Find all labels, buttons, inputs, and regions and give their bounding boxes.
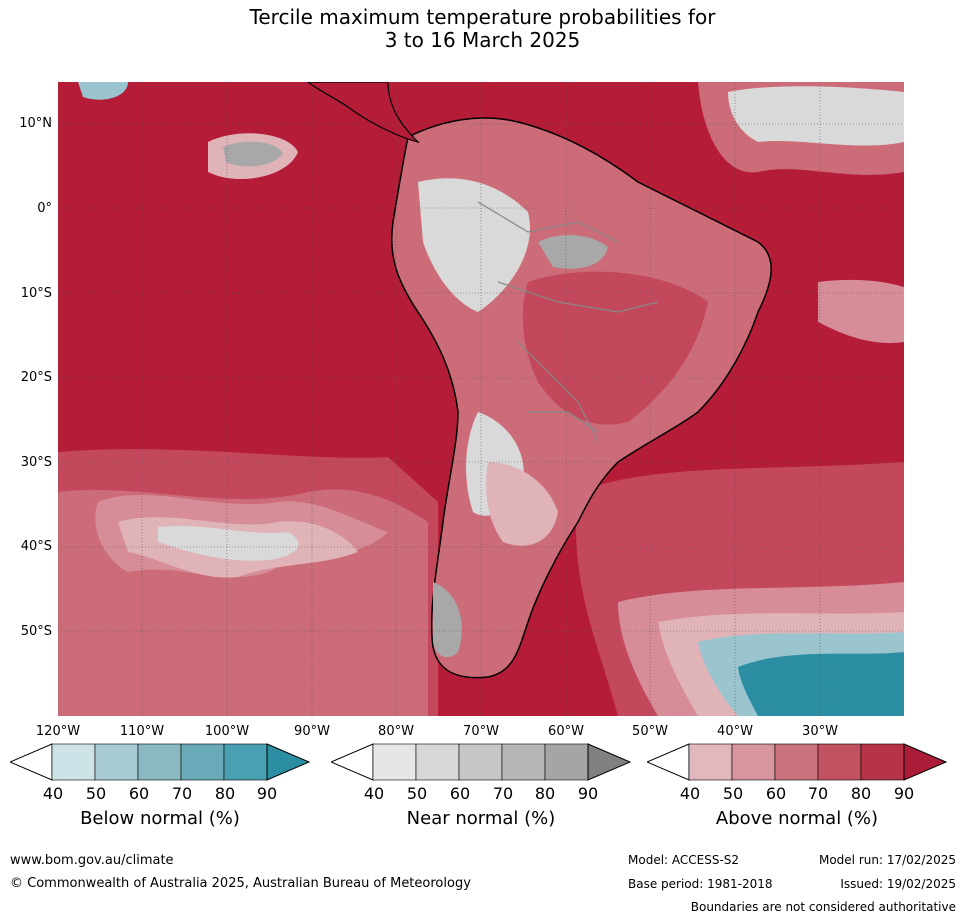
above-swatch bbox=[774, 743, 819, 781]
above-swatch bbox=[860, 743, 905, 781]
above-swatch bbox=[688, 743, 733, 781]
lat-label-10s: 10°S bbox=[20, 286, 52, 301]
lon-label-40w: 40°W bbox=[717, 724, 753, 739]
lon-label-90w: 90°W bbox=[294, 724, 330, 739]
colorbar-near-swatches bbox=[331, 743, 631, 781]
footer-website: www.bom.gov.au/climate bbox=[10, 853, 174, 868]
colorbar-below-swatches bbox=[10, 743, 310, 781]
footer-boundaries: Boundaries are not considered authoritat… bbox=[690, 900, 956, 914]
near-swatch bbox=[372, 743, 417, 781]
near-tick-80: 80 bbox=[534, 784, 556, 803]
below-tick-70: 70 bbox=[171, 784, 193, 803]
lat-label-30s: 30°S bbox=[20, 455, 52, 470]
near-tick-60: 60 bbox=[449, 784, 471, 803]
lon-label-80w: 80°W bbox=[378, 724, 414, 739]
near-swatch bbox=[544, 743, 589, 781]
below-tick-60: 60 bbox=[128, 784, 150, 803]
above-swatch bbox=[731, 743, 776, 781]
near-swatch bbox=[458, 743, 503, 781]
below-tick-50: 50 bbox=[85, 784, 107, 803]
lon-label-30w: 30°W bbox=[802, 724, 838, 739]
footer-base-period: Base period: 1981-2018 bbox=[628, 877, 773, 891]
near-tick-40: 40 bbox=[363, 784, 385, 803]
footer-model: Model: ACCESS-S2 bbox=[628, 853, 740, 867]
near-tick-50: 50 bbox=[406, 784, 428, 803]
colorbar-above-title: Above normal (%) bbox=[715, 808, 879, 829]
colorbar-above-swatches bbox=[647, 743, 947, 781]
above-tick-90: 90 bbox=[893, 784, 915, 803]
map-title-line-2: 3 to 16 March 2025 bbox=[384, 28, 581, 52]
lat-label-50s: 50°S bbox=[20, 624, 52, 639]
colorbar-near-normal bbox=[331, 742, 631, 782]
lon-label-70w: 70°W bbox=[463, 724, 499, 739]
map-title-line-1: Tercile maximum temperature probabilitie… bbox=[249, 5, 716, 29]
footer-model-run: Model run: 17/02/2025 bbox=[818, 853, 956, 867]
below-extend-low bbox=[10, 743, 53, 781]
lon-label-60w: 60°W bbox=[548, 724, 584, 739]
above-swatch bbox=[817, 743, 862, 781]
colorbar-above-normal bbox=[647, 742, 947, 782]
lon-label-50w: 50°W bbox=[632, 724, 668, 739]
colorbar-below-title: Below normal (%) bbox=[80, 808, 240, 829]
below-swatch bbox=[180, 743, 225, 781]
above-extend-low bbox=[647, 743, 690, 781]
above-tick-60: 60 bbox=[765, 784, 787, 803]
below-swatch bbox=[223, 743, 268, 781]
lon-label-120w: 120°W bbox=[35, 724, 81, 739]
lon-label-110w: 110°W bbox=[119, 724, 165, 739]
below-tick-80: 80 bbox=[214, 784, 236, 803]
colorbar-near-title: Near normal (%) bbox=[406, 808, 556, 829]
above-tick-50: 50 bbox=[722, 784, 744, 803]
above-extend-high bbox=[903, 743, 947, 781]
lat-label-40s: 40°S bbox=[20, 539, 52, 554]
above-tick-40: 40 bbox=[679, 784, 701, 803]
map-canvas bbox=[58, 82, 904, 716]
below-tick-90: 90 bbox=[256, 784, 278, 803]
lat-label-0: 0° bbox=[37, 201, 52, 216]
colorbar-below-normal bbox=[10, 742, 310, 782]
above-tick-70: 70 bbox=[807, 784, 829, 803]
below-swatch bbox=[94, 743, 139, 781]
below-swatch bbox=[137, 743, 182, 781]
footer-issued: Issued: 19/02/2025 bbox=[840, 877, 956, 891]
lon-label-100w: 100°W bbox=[204, 724, 250, 739]
near-swatch bbox=[501, 743, 546, 781]
near-swatch bbox=[415, 743, 460, 781]
near-extend-high bbox=[587, 743, 631, 781]
probability-map bbox=[58, 82, 904, 716]
lat-label-10n: 10°N bbox=[19, 116, 52, 131]
below-swatch bbox=[51, 743, 96, 781]
lat-label-20s: 20°S bbox=[20, 370, 52, 385]
near-extend-low bbox=[331, 743, 374, 781]
below-extend-high bbox=[266, 743, 310, 781]
footer-copyright: © Commonwealth of Australia 2025, Austra… bbox=[10, 876, 471, 891]
below-tick-40: 40 bbox=[42, 784, 64, 803]
near-tick-70: 70 bbox=[492, 784, 514, 803]
near-tick-90: 90 bbox=[577, 784, 599, 803]
above-tick-80: 80 bbox=[850, 784, 872, 803]
